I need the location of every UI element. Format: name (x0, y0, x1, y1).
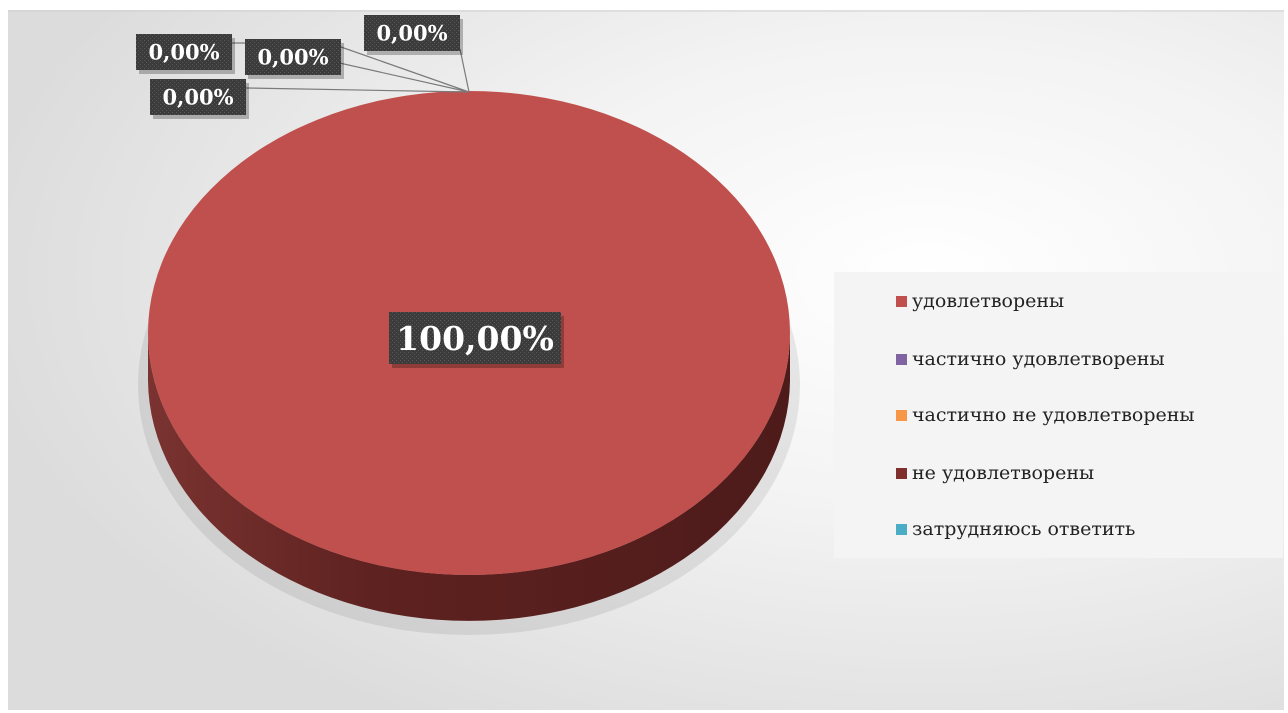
data-label-text: 0,00% (162, 85, 233, 110)
leader-line-4 (459, 48, 470, 93)
legend-item-3: частично не удовлетворены (896, 400, 1195, 430)
data-label-1: 100,00% (389, 312, 564, 368)
leader-line-3 (340, 46, 470, 93)
data-label-box (364, 15, 460, 51)
legend-swatch (896, 467, 907, 479)
legend-swatch (896, 409, 907, 421)
legend-swatch (896, 295, 907, 307)
data-label-box (150, 79, 246, 115)
legend-label: частично удовлетворены (912, 348, 1165, 370)
legend-label: не удовлетворены (912, 462, 1095, 484)
leader-line-5 (245, 87, 470, 93)
data-label-box (136, 34, 232, 70)
data-label-5: 0,00% (150, 79, 249, 119)
legend-item-4: не удовлетворены (896, 458, 1094, 488)
data-label-text: 100,00% (396, 319, 554, 358)
data-label-2: 0,00% (136, 34, 235, 74)
data-label-text: 0,00% (376, 21, 447, 46)
legend-item-1: удовлетворены (896, 286, 1064, 316)
data-label-box (245, 39, 341, 75)
data-label-text: 0,00% (257, 45, 328, 70)
data-label-text: 0,00% (148, 40, 219, 65)
legend-item-5: затрудняюсь ответить (896, 514, 1135, 544)
data-label-4: 0,00% (364, 15, 463, 55)
legend-swatch (896, 523, 907, 535)
data-label-3: 0,00% (245, 39, 344, 79)
data-labels: 100,00% 0,00% 0,00% 0,00% 0,00% (136, 15, 564, 368)
legend-label: затрудняюсь ответить (912, 518, 1136, 540)
legend-label: частично не удовлетворены (912, 404, 1195, 426)
legend-swatch (896, 353, 907, 365)
data-label-box (389, 312, 561, 364)
slice-side (148, 333, 790, 621)
legend-label: удовлетворены (912, 290, 1065, 312)
legend-item-2: частично удовлетворены (896, 344, 1165, 374)
legend: удовлетворены частично удовлетворены части… (834, 272, 1283, 558)
